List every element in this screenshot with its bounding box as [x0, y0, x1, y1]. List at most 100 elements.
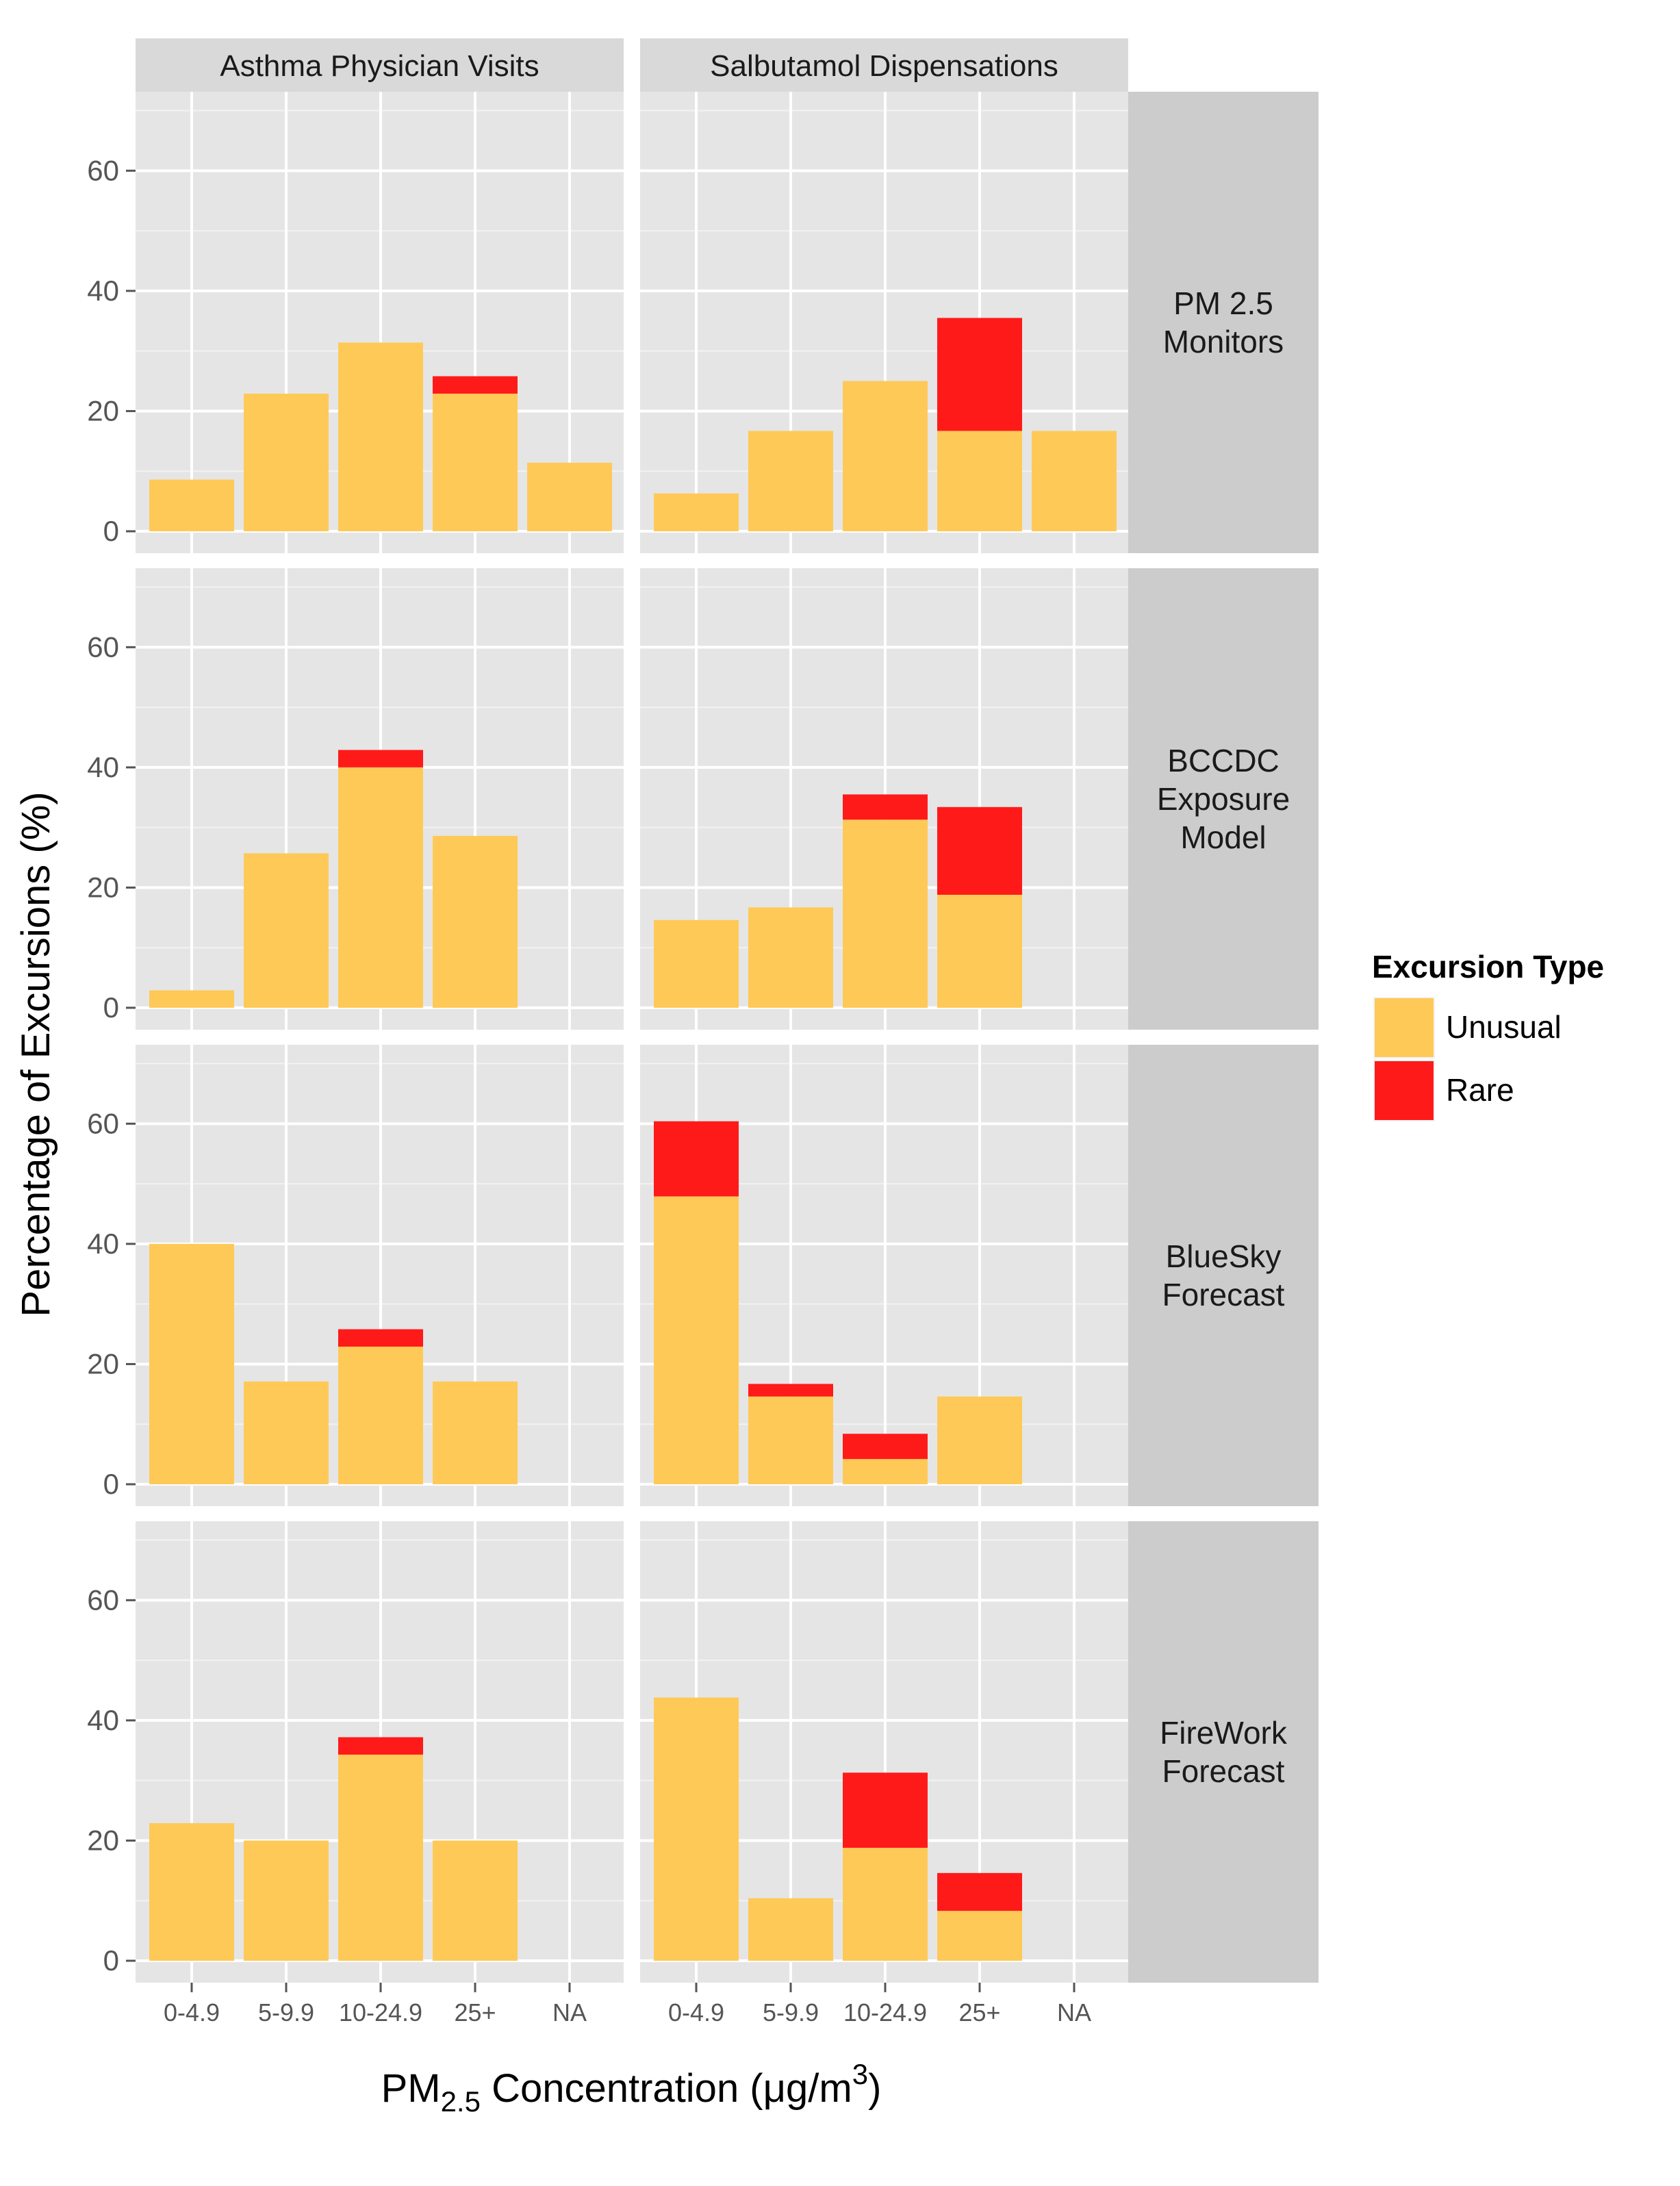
bar-unusual	[654, 1697, 739, 1961]
bar-rare	[843, 1772, 928, 1848]
bar-unusual	[843, 1847, 928, 1961]
x-tick-label: 0-4.9	[668, 1998, 724, 2026]
bar-rare	[843, 1434, 928, 1460]
bar-unusual	[433, 1840, 518, 1961]
y-tick-label: 0	[103, 991, 119, 1024]
bar-unusual	[843, 819, 928, 1008]
bar-unusual	[244, 1381, 329, 1484]
y-tick-label: 40	[87, 1704, 119, 1736]
y-tick-label: 20	[87, 394, 119, 427]
x-tick-label: 10-24.9	[339, 1998, 422, 2026]
legend-title: Excursion Type	[1372, 949, 1604, 984]
row-strip-label: Forecast	[1162, 1277, 1285, 1312]
column-strip: Salbutamol Dispensations	[640, 38, 1128, 92]
facet-panel: 0 20 40 60	[87, 568, 624, 1030]
row-strip-label: FireWork	[1160, 1715, 1288, 1751]
y-tick-label: 0	[103, 1468, 119, 1500]
bar-rare	[338, 1329, 423, 1347]
bar-unusual	[937, 1911, 1022, 1961]
legend-label: Rare	[1446, 1072, 1514, 1108]
bar-unusual	[244, 853, 329, 1008]
row-strip-label: BlueSky	[1166, 1238, 1282, 1274]
facet-panel	[640, 568, 1128, 1030]
x-tick-label: 5-9.9	[763, 1998, 819, 2026]
y-tick-label: 0	[103, 515, 119, 547]
bar-unusual	[527, 462, 612, 531]
legend-label: Unusual	[1446, 1009, 1562, 1045]
y-tick-label: 40	[87, 1228, 119, 1260]
facet-panel	[640, 92, 1128, 553]
legend-swatch	[1375, 998, 1434, 1057]
y-tick-label: 60	[87, 1107, 119, 1139]
bar-rare	[654, 1121, 739, 1197]
bar-unusual	[748, 1396, 833, 1484]
bar-unusual	[843, 381, 928, 531]
x-tick-label: 25+	[454, 1998, 496, 2026]
bar-rare	[937, 806, 1022, 895]
row-strip-label: Monitors	[1163, 324, 1284, 359]
bar-unusual	[338, 767, 423, 1008]
x-tick-label: 5-9.9	[258, 1998, 314, 2026]
bar-unusual	[338, 1346, 423, 1484]
bar-rare	[433, 376, 518, 394]
facet-panel	[640, 1045, 1128, 1506]
y-tick-label: 40	[87, 275, 119, 307]
bar-rare	[843, 794, 928, 820]
y-tick-label: 20	[87, 1347, 119, 1380]
y-tick-label: 60	[87, 1584, 119, 1616]
row-strip-label: Forecast	[1162, 1753, 1285, 1789]
bar-unusual	[149, 1822, 234, 1961]
bar-unusual	[1032, 431, 1117, 531]
axis-titles: Percentage of Excursions (%) PM2.5 Concen…	[14, 791, 881, 2118]
y-tick-label: 60	[87, 631, 119, 663]
bar-unusual	[244, 393, 329, 531]
bar-rare	[937, 318, 1022, 431]
bar-unusual	[654, 1196, 739, 1484]
bar-unusual	[937, 894, 1022, 1008]
bar-unusual	[937, 1396, 1022, 1484]
facet-panel: 0-4.9 5-9.9 10-24.9 25+ NA	[640, 1521, 1128, 2026]
y-tick-label: 0	[103, 1944, 119, 1977]
facet-panel: 0 20 40 60	[87, 1045, 624, 1506]
bar-unusual	[149, 990, 234, 1008]
bar-unusual	[937, 431, 1022, 531]
bar-unusual	[149, 479, 234, 531]
row-strip-label: BCCDC	[1167, 743, 1280, 778]
facet-panel: 0 20 40 60	[87, 92, 624, 553]
y-axis-title: Percentage of Excursions (%)	[14, 791, 58, 1317]
x-axis-title: PM2.5 Concentration (μg/m3)	[381, 2058, 882, 2118]
bar-rare	[338, 750, 423, 767]
x-tick-label: NA	[1057, 1998, 1091, 2026]
row-strip-label: Model	[1180, 819, 1266, 855]
row-strip-label: Exposure	[1157, 781, 1290, 817]
x-tick-label: 10-24.9	[843, 1998, 927, 2026]
bar-unusual	[338, 342, 423, 531]
facet-panel: 0 20 40 60 0-4.9 5-9.9 10-24.9 25+ NA	[87, 1521, 624, 2026]
bar-unusual	[433, 393, 518, 531]
bar-unusual	[338, 1754, 423, 1961]
bar-unusual	[433, 1381, 518, 1484]
bar-unusual	[149, 1243, 234, 1484]
bar-rare	[937, 1872, 1022, 1911]
legend-swatch	[1375, 1061, 1434, 1120]
row-strip-label: PM 2.5	[1173, 285, 1273, 321]
bar-unusual	[654, 919, 739, 1008]
bar-rare	[338, 1737, 423, 1755]
bar-unusual	[843, 1459, 928, 1484]
y-tick-label: 60	[87, 154, 119, 186]
bar-unusual	[244, 1840, 329, 1961]
x-tick-label: 25+	[958, 1998, 1000, 2026]
legend-entry: Unusual	[1373, 997, 1562, 1058]
bar-unusual	[433, 835, 518, 1008]
bar-unusual	[748, 1898, 833, 1961]
legend-entry: Rare	[1373, 1060, 1514, 1121]
x-tick-label: NA	[552, 1998, 587, 2026]
column-strip: Asthma Physician Visits	[136, 38, 624, 92]
bar-rare	[748, 1384, 833, 1397]
column-strip-label: Asthma Physician Visits	[220, 49, 539, 83]
